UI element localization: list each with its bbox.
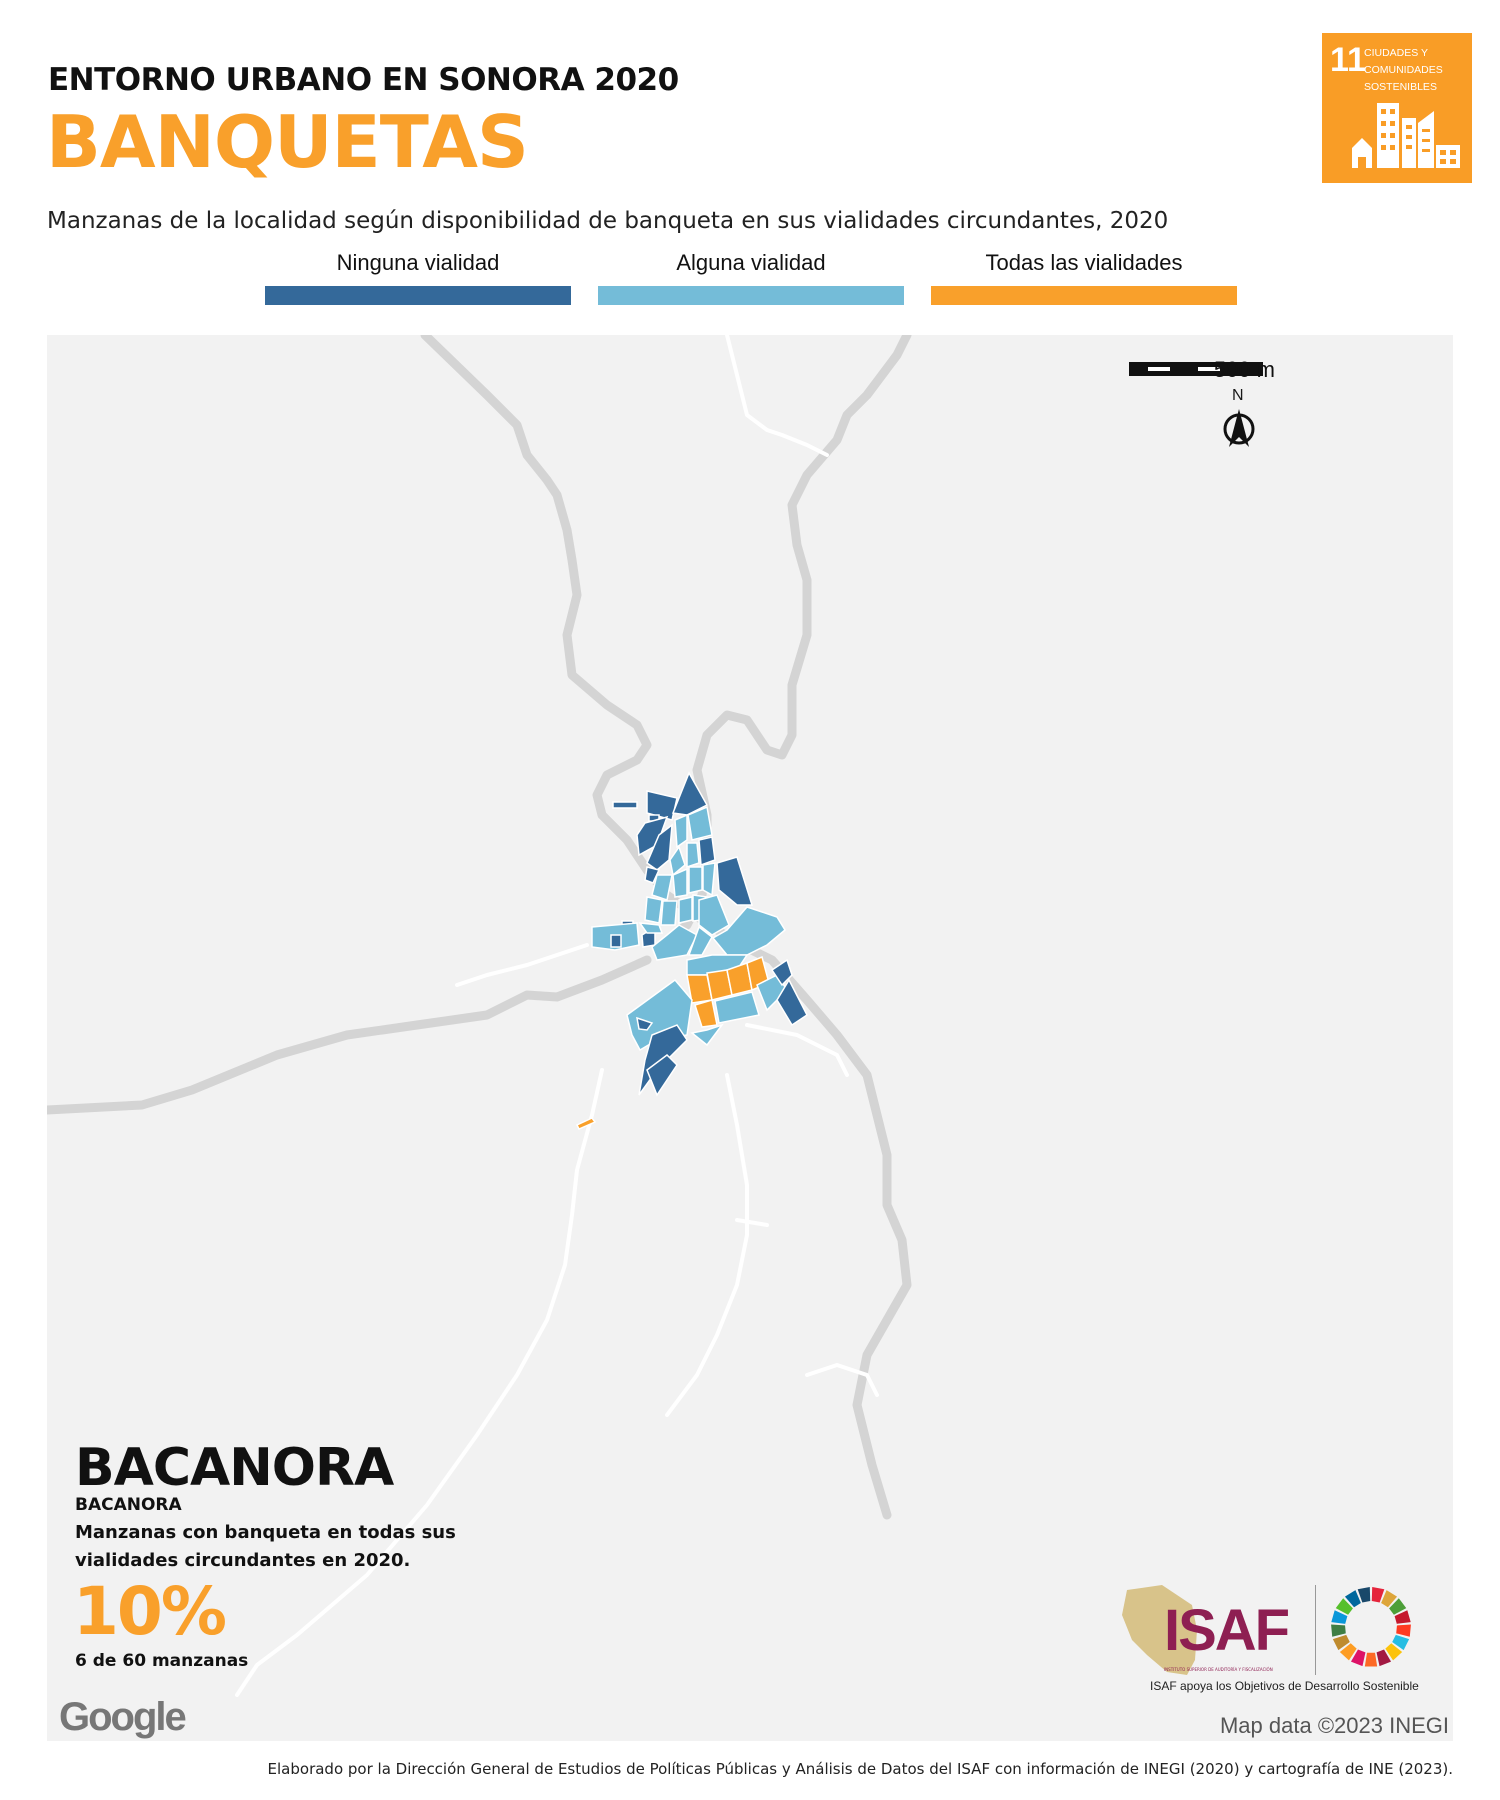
legend-swatch-ninguna	[265, 286, 571, 305]
sdg-wheel-segment	[1339, 1643, 1357, 1661]
sdg-wheel-segment	[1331, 1610, 1348, 1624]
north-label: N	[1232, 387, 1244, 404]
basemap	[47, 335, 1263, 1697]
sdg-wheel-segment	[1331, 1624, 1346, 1637]
city-blocks	[575, 771, 808, 1130]
sonora-map-logo-icon	[1122, 1585, 1197, 1675]
report-kicker: ENTORNO URBANO EN SONORA 2020	[48, 62, 679, 98]
indicator-percentage: 10%	[73, 1573, 227, 1650]
page-subtitle: Manzanas de la localidad según disponibi…	[47, 208, 1169, 234]
block-ninguna	[646, 790, 678, 821]
sdg-wheel-segment	[1396, 1624, 1411, 1637]
sdg-wheel-segment	[1364, 1652, 1378, 1667]
block-ninguna	[646, 823, 673, 871]
legend-label: Ninguna vialidad	[336, 250, 500, 275]
block-ninguna	[698, 836, 716, 867]
scale-bar	[1129, 362, 1263, 376]
minor-roads	[235, 335, 879, 1697]
sdg-wheel-segment	[1344, 1590, 1361, 1608]
block-todas	[694, 999, 718, 1028]
legend-item-alguna: Alguna vialidad	[598, 250, 904, 305]
sdg-number: 11	[1330, 41, 1366, 79]
block-ninguna	[610, 934, 622, 948]
block-ninguna	[644, 866, 661, 884]
block-alguna	[690, 1023, 725, 1047]
block-alguna	[698, 894, 730, 936]
sdg-wheel-icon	[1331, 1587, 1411, 1667]
sdg-text: CIUDADES Y COMUNIDADES SOSTENIBLES	[1364, 47, 1443, 93]
block-alguna	[660, 900, 678, 926]
block-alguna	[688, 866, 703, 894]
block-ninguna	[770, 958, 793, 987]
block-ninguna	[716, 856, 754, 906]
block-alguna	[678, 896, 693, 924]
isaf-caption: ISAF apoya los Objetivos de Desarrollo S…	[1150, 1679, 1419, 1693]
legend-label: Alguna vialidad	[676, 250, 826, 275]
legend-swatch-todas	[931, 286, 1237, 305]
block-ninguna	[612, 801, 638, 809]
block-count: 6 de 60 manzanas	[75, 1651, 249, 1671]
sdg-wheel-segment	[1381, 1590, 1398, 1608]
block-alguna	[714, 991, 760, 1024]
block-alguna	[644, 896, 663, 924]
legend-item-todas: Todas las vialidades	[931, 250, 1237, 305]
block-alguna	[674, 813, 688, 849]
block-alguna	[687, 805, 713, 841]
source-credit: Elaborado por la Dirección General de Es…	[267, 1760, 1453, 1778]
block-ninguna	[636, 1016, 654, 1031]
block-ninguna	[636, 815, 669, 857]
block-alguna	[669, 845, 686, 877]
sdg-wheel-segment	[1371, 1587, 1385, 1603]
map-panel[interactable]: 500 m N BACANORA BACANORA Manzanas con b…	[47, 335, 1453, 1741]
block-ninguna	[776, 978, 808, 1027]
block-ninguna	[671, 771, 709, 816]
sdg-11-badge: 11 CIUDADES Y COMUNIDADES SOSTENIBLES	[1322, 33, 1472, 183]
sdg-wheel-segment	[1332, 1634, 1350, 1651]
north-arrow-icon	[1223, 409, 1255, 447]
block-alguna	[686, 842, 700, 869]
block-alguna	[702, 862, 716, 897]
legend-label: Todas las vialidades	[985, 250, 1183, 275]
block-alguna	[687, 925, 713, 956]
indicator-description: Manzanas con banqueta en todas sus viali…	[75, 1522, 456, 1571]
sdg-wheel-segment	[1394, 1610, 1411, 1624]
scale-label: 500 m	[1213, 357, 1275, 382]
block-ninguna	[646, 1054, 678, 1097]
map-data-attribution: Map data ©2023 INEGI	[1219, 1713, 1449, 1738]
block-todas	[575, 1117, 597, 1130]
block-alguna	[672, 867, 688, 898]
sdg-wheel-segment	[1392, 1634, 1410, 1651]
legend-swatch-alguna	[598, 286, 904, 305]
block-alguna	[638, 922, 664, 934]
isaf-logo: ISAF	[1164, 1598, 1290, 1663]
sdg-wheel-segment	[1350, 1649, 1366, 1667]
city-buildings-icon	[1352, 103, 1460, 168]
sdg-wheel-segment	[1389, 1598, 1407, 1615]
locality-name: BACANORA	[75, 1495, 182, 1515]
isaf-subtitle: INSTITUTO SUPERIOR DE AUDITORÍA Y FISCAL…	[1164, 1667, 1273, 1672]
legend-item-ninguna: Ninguna vialidad	[265, 250, 571, 305]
sdg-wheel-segment	[1385, 1643, 1403, 1661]
sdg-wheel-segment	[1357, 1587, 1371, 1603]
page-title: BANQUETAS	[46, 100, 529, 184]
google-logo: Google	[59, 1695, 187, 1739]
block-alguna	[651, 874, 673, 901]
municipality-name: BACANORA	[75, 1438, 394, 1498]
sdg-wheel-segment	[1376, 1649, 1392, 1667]
logo-divider	[1315, 1585, 1316, 1675]
sdg-wheel-segment	[1335, 1598, 1353, 1615]
